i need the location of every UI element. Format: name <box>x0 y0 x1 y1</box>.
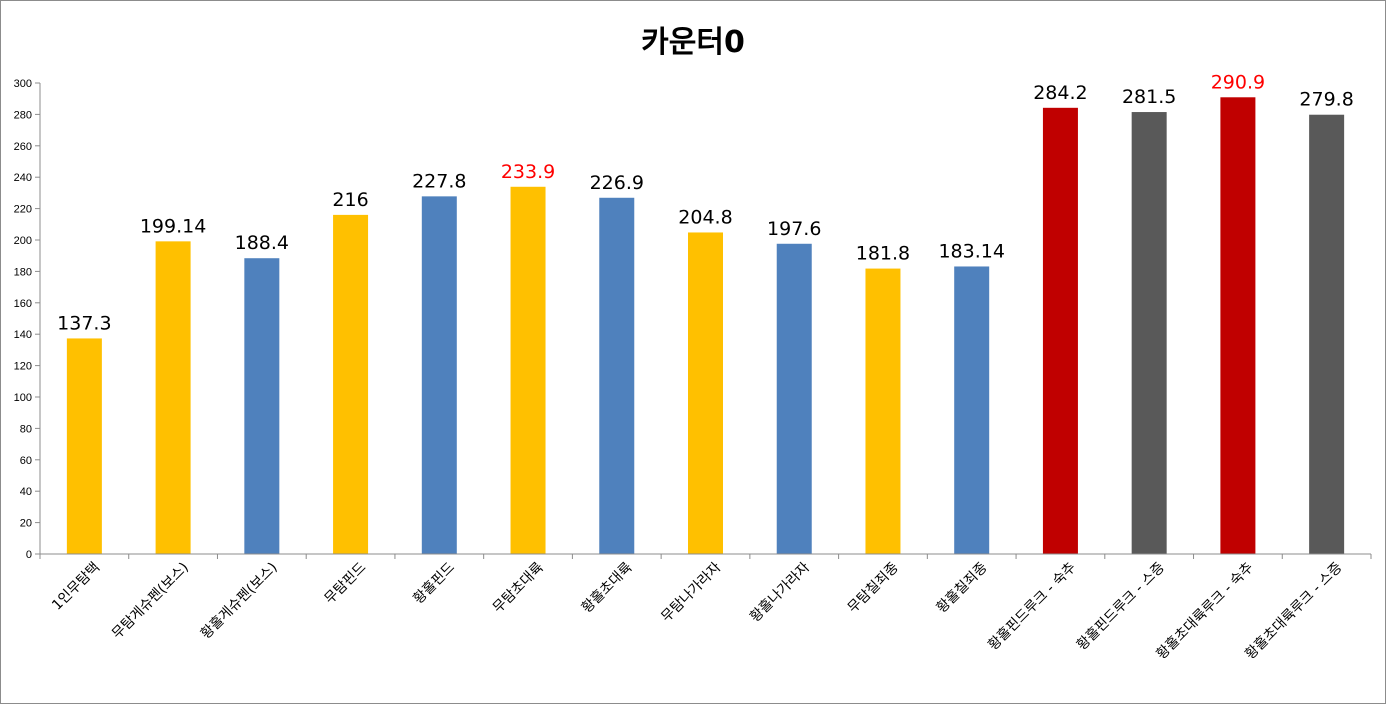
axes <box>39 83 1372 559</box>
y-tick-label: 160 <box>14 298 32 310</box>
y-tick-label: 60 <box>20 455 32 467</box>
data-label: 199.14 <box>140 215 206 237</box>
x-tick-label: 무탐초대륙 <box>490 559 547 616</box>
x-tick-label: 황홀나가라자 <box>747 559 813 625</box>
bar <box>776 243 812 554</box>
chart-title: 카운터0 <box>641 25 745 60</box>
data-label: 284.2 <box>1033 82 1087 104</box>
bar <box>1131 112 1167 555</box>
data-label: 227.8 <box>412 170 466 192</box>
data-label: 188.4 <box>235 232 289 254</box>
x-tick-label: 무탐칠죄종 <box>845 559 902 616</box>
y-tick-label: 280 <box>14 109 32 121</box>
data-label: 204.8 <box>678 206 732 228</box>
y-tick-label: 180 <box>14 266 32 278</box>
data-label: 279.8 <box>1299 89 1353 111</box>
x-tick-label: 황홀초대륙루크 - 숙추 <box>1154 559 1257 662</box>
y-tick-label: 120 <box>14 361 32 373</box>
y-tick-label: 220 <box>14 204 32 216</box>
x-tick-label: 황홀초대륙 <box>579 559 636 616</box>
data-label: 290.9 <box>1211 71 1265 93</box>
x-tick-label: 황홀핀드루크 - 숙추 <box>985 559 1079 653</box>
data-label: 216 <box>332 189 368 211</box>
data-labels: 137.3 199.14 188.4 216 227.8 233.9 226.9 204.8 1… <box>57 71 1354 334</box>
bars <box>66 97 1345 555</box>
bar <box>1042 107 1078 554</box>
x-tick-label: 무탐핀드 <box>322 559 370 607</box>
y-tick-label: 240 <box>14 172 32 184</box>
bar <box>244 258 280 554</box>
bar <box>66 338 102 554</box>
y-tick-label: 20 <box>20 518 32 530</box>
x-tick-label: 황홀게슈펜(보스) <box>198 560 281 643</box>
x-tick-label: 무탐나가라자 <box>658 559 724 625</box>
x-tick-label: 황홀칠죄종 <box>934 559 991 616</box>
bar <box>155 241 191 554</box>
bar <box>421 196 457 554</box>
bar <box>510 186 546 555</box>
data-label: 183.14 <box>938 240 1004 262</box>
bar <box>1309 114 1345 555</box>
bar <box>599 197 635 554</box>
bar <box>1220 97 1256 555</box>
y-tick-label: 140 <box>14 329 32 341</box>
bar <box>333 214 369 554</box>
bar <box>688 232 723 555</box>
y-tick-label: 80 <box>20 423 32 435</box>
x-tick-label: 1인무탐택 <box>49 560 103 614</box>
data-label: 197.6 <box>767 218 821 240</box>
bar <box>865 268 901 554</box>
data-label: 137.3 <box>57 312 111 334</box>
bar <box>954 266 990 554</box>
x-tick-label: 황홀핀드 <box>410 559 458 607</box>
data-label: 281.5 <box>1122 86 1176 108</box>
x-axis-labels: 1인무탐택 무탐게슈펜(보스) 황홀게슈펜(보스) 무탐핀드 황홀핀드 무탐초대륙 황홀초대… <box>49 559 1345 662</box>
y-tick-label: 300 <box>14 78 32 90</box>
data-label: 233.9 <box>501 161 555 183</box>
data-label: 181.8 <box>856 243 910 265</box>
data-label: 226.9 <box>590 172 644 194</box>
y-tick-label: 100 <box>14 392 32 404</box>
y-tick-label: 40 <box>20 486 32 498</box>
y-tick-label: 0 <box>26 549 32 561</box>
y-tick-label: 260 <box>14 141 32 153</box>
x-tick-label: 황홀초대륙루크 - 스증 <box>1242 559 1345 662</box>
x-tick-label: 황홀핀드루크 - 스증 <box>1074 559 1168 653</box>
y-axis-ticks: 0 20 40 60 80 100 120 140 160 180 200 220 240 260 280 3… <box>14 78 40 561</box>
y-tick-label: 200 <box>14 235 32 247</box>
x-tick-label: 무탐게슈펜(보스) <box>109 560 192 643</box>
